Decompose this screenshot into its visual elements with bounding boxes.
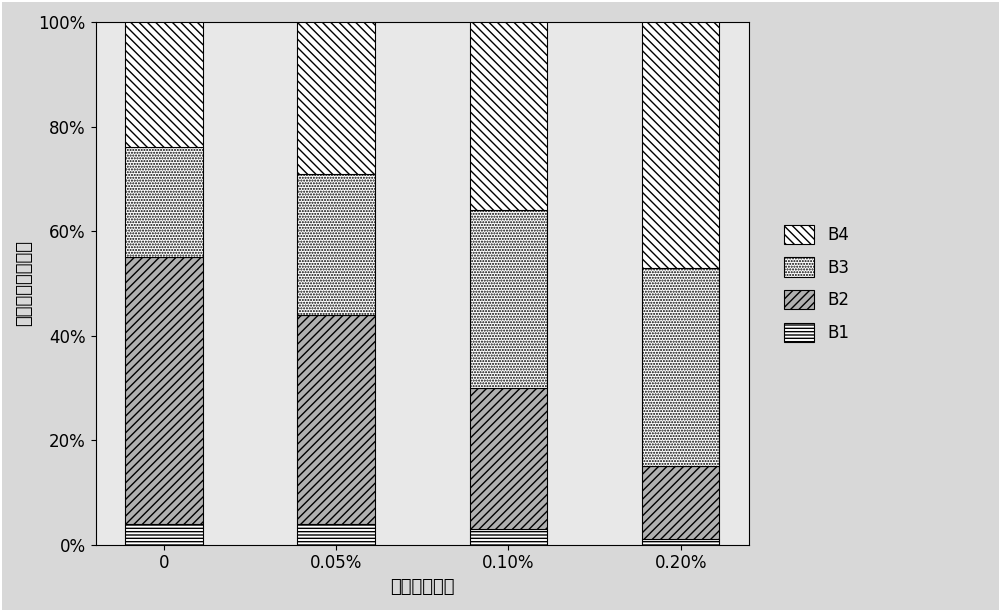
- Bar: [470, 210, 547, 388]
- Bar: [470, 388, 547, 529]
- Bar: [642, 466, 719, 540]
- Bar: [125, 22, 203, 147]
- X-axis label: 调控剂添加量: 调控剂添加量: [390, 578, 455, 596]
- Bar: [470, 22, 547, 210]
- Bar: [470, 529, 547, 545]
- Bar: [297, 174, 375, 315]
- Bar: [125, 524, 203, 545]
- Y-axis label: 各形态相对百分比: 各形态相对百分比: [15, 240, 33, 326]
- Bar: [297, 524, 375, 545]
- Bar: [297, 315, 375, 524]
- Bar: [642, 268, 719, 466]
- Bar: [642, 22, 719, 268]
- Bar: [297, 22, 375, 174]
- Bar: [125, 147, 203, 257]
- Bar: [125, 257, 203, 524]
- Legend: B4, B3, B2, B1: B4, B3, B2, B1: [771, 211, 863, 355]
- Bar: [642, 540, 719, 545]
